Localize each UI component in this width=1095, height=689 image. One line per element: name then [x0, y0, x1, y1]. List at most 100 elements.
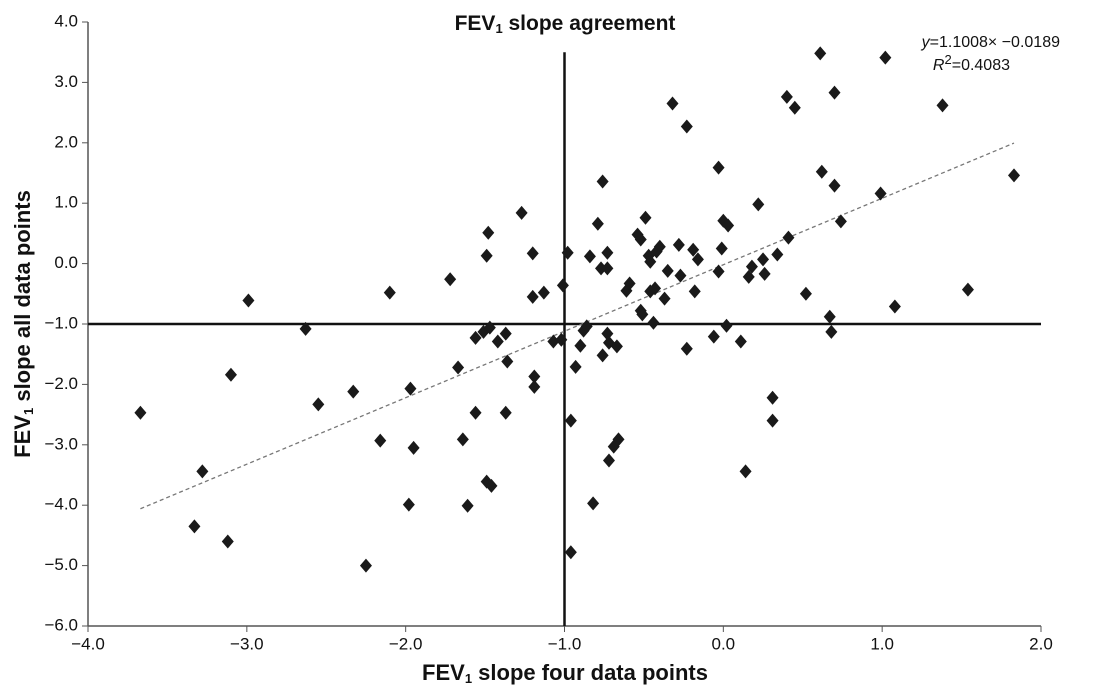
- y-tick-label: −5.0: [44, 555, 78, 574]
- r-var: R: [933, 57, 945, 74]
- y-title-text: FEV: [10, 415, 35, 458]
- point: [602, 453, 615, 468]
- point: [687, 242, 700, 257]
- point: [814, 46, 827, 61]
- point: [374, 433, 387, 448]
- point: [359, 558, 372, 573]
- point: [556, 278, 569, 293]
- point: [480, 248, 493, 263]
- point: [596, 348, 609, 363]
- y-tick-label: −2.0: [44, 374, 78, 393]
- y-tick-label: −6.0: [44, 615, 78, 634]
- point: [707, 329, 720, 344]
- x-tick-label: 1.0: [870, 634, 894, 653]
- point: [653, 239, 666, 254]
- point: [134, 405, 147, 420]
- point: [224, 367, 237, 382]
- point: [528, 379, 541, 394]
- y-tick-label: −4.0: [44, 495, 78, 514]
- x-axis-title: FEV1 slope four data points: [422, 660, 708, 687]
- equation-var: y: [921, 34, 931, 51]
- point: [688, 284, 701, 299]
- point: [799, 286, 812, 301]
- point: [574, 338, 587, 353]
- title-subscript: 1: [495, 21, 502, 36]
- point: [485, 478, 498, 493]
- point: [583, 249, 596, 264]
- point: [242, 293, 255, 308]
- point: [672, 237, 685, 252]
- title-text: slope agreement: [503, 12, 676, 35]
- point: [312, 397, 325, 412]
- point: [491, 334, 504, 349]
- point: [644, 254, 657, 269]
- trendline: [140, 142, 1015, 510]
- point: [383, 285, 396, 300]
- point: [482, 225, 495, 240]
- y-tick-label: 1.0: [54, 193, 78, 212]
- equation: y=1.1008× −0.0189: [921, 34, 1060, 51]
- r-superscript: 2: [944, 52, 951, 67]
- point: [569, 359, 582, 374]
- point: [758, 266, 771, 281]
- point: [734, 334, 747, 349]
- point: [666, 96, 679, 111]
- y-axis-title: FEV1 slope all data points: [10, 190, 37, 458]
- x-title-text: slope four data points: [472, 660, 708, 685]
- point: [196, 464, 209, 479]
- point: [612, 432, 625, 447]
- point: [444, 272, 457, 287]
- point: [680, 341, 693, 356]
- y-tick-label: −1.0: [44, 313, 78, 332]
- x-tick-label: 0.0: [712, 634, 736, 653]
- point: [483, 320, 496, 335]
- equation-text: =1.1008× −0.0189: [930, 34, 1060, 51]
- point: [674, 268, 687, 283]
- y-tick-label: 4.0: [54, 11, 78, 30]
- x-tick-label: −2.0: [389, 634, 423, 653]
- point: [526, 246, 539, 261]
- point: [874, 186, 887, 201]
- y-tick-label: 0.0: [54, 253, 78, 272]
- point: [661, 263, 674, 278]
- point: [469, 405, 482, 420]
- point: [188, 519, 201, 534]
- point: [815, 164, 828, 179]
- point: [347, 384, 360, 399]
- point: [555, 332, 568, 347]
- point: [825, 324, 838, 339]
- point: [680, 119, 693, 134]
- point: [828, 178, 841, 193]
- point: [596, 174, 609, 189]
- point: [639, 210, 652, 225]
- y-title-text: slope all data points: [10, 190, 35, 408]
- point: [771, 247, 784, 262]
- point: [526, 289, 539, 304]
- point: [720, 318, 733, 333]
- point: [601, 245, 614, 260]
- x-tick-label: −3.0: [230, 634, 264, 653]
- point: [564, 545, 577, 560]
- y-title-subscript: 1: [21, 408, 36, 415]
- point: [499, 326, 512, 341]
- point: [745, 259, 758, 274]
- point: [936, 98, 949, 113]
- point: [879, 50, 892, 65]
- point: [580, 319, 593, 334]
- point: [537, 285, 550, 300]
- point: [712, 264, 725, 279]
- point: [623, 276, 636, 291]
- point: [739, 464, 752, 479]
- point: [888, 299, 901, 314]
- x-tick-label: −1.0: [548, 634, 582, 653]
- point: [601, 261, 614, 276]
- point: [691, 252, 704, 267]
- point: [610, 339, 623, 354]
- title-text: FEV: [455, 12, 496, 35]
- point: [402, 497, 415, 512]
- point: [404, 381, 417, 396]
- point: [823, 309, 836, 324]
- point: [715, 241, 728, 256]
- point: [834, 214, 847, 229]
